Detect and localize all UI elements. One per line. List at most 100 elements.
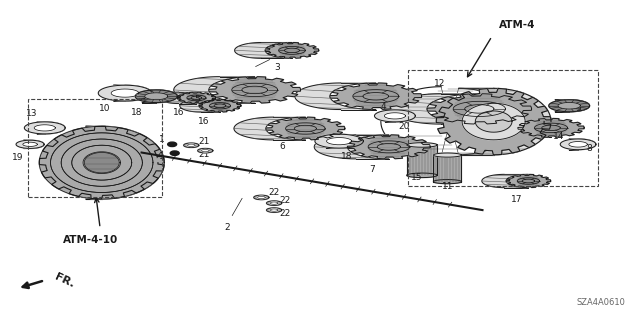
Text: 12: 12 (434, 79, 445, 88)
Polygon shape (374, 110, 415, 122)
Polygon shape (83, 152, 120, 174)
Text: FR.: FR. (54, 271, 76, 289)
Polygon shape (489, 118, 551, 137)
Polygon shape (86, 126, 164, 199)
Polygon shape (406, 173, 437, 178)
Text: 4: 4 (381, 102, 387, 111)
Text: 15: 15 (411, 173, 422, 182)
Text: 1: 1 (159, 152, 165, 161)
Polygon shape (235, 42, 292, 58)
Polygon shape (518, 118, 584, 137)
Text: 19: 19 (12, 153, 23, 162)
Polygon shape (326, 134, 364, 148)
Text: 21: 21 (198, 137, 210, 146)
Polygon shape (37, 122, 65, 134)
Text: 10: 10 (99, 104, 110, 113)
Polygon shape (406, 143, 437, 147)
Polygon shape (135, 90, 177, 103)
Polygon shape (266, 201, 282, 205)
Text: 18: 18 (131, 108, 142, 117)
Polygon shape (111, 89, 139, 97)
Polygon shape (24, 122, 65, 134)
Polygon shape (39, 126, 164, 199)
Text: 14: 14 (553, 132, 564, 141)
Polygon shape (174, 77, 255, 103)
Text: 22: 22 (269, 188, 280, 197)
Text: 22: 22 (279, 209, 291, 219)
Polygon shape (270, 209, 278, 211)
Polygon shape (184, 143, 199, 148)
Polygon shape (39, 126, 164, 199)
Polygon shape (433, 180, 461, 184)
Polygon shape (145, 93, 168, 100)
Polygon shape (180, 100, 220, 112)
Text: 7: 7 (369, 165, 375, 174)
Polygon shape (348, 135, 430, 159)
Polygon shape (315, 134, 364, 148)
Polygon shape (266, 117, 345, 140)
Polygon shape (34, 125, 55, 131)
Polygon shape (16, 140, 44, 148)
Polygon shape (326, 137, 352, 145)
Text: 18: 18 (341, 152, 353, 161)
Polygon shape (209, 77, 301, 103)
Polygon shape (385, 110, 415, 122)
Polygon shape (384, 113, 406, 119)
Polygon shape (159, 92, 196, 104)
Text: 3: 3 (274, 63, 280, 72)
Polygon shape (406, 145, 437, 175)
Circle shape (170, 151, 179, 155)
Text: 17: 17 (511, 195, 522, 204)
Polygon shape (72, 145, 132, 180)
Text: 6: 6 (279, 142, 285, 151)
Text: 16: 16 (198, 117, 210, 126)
Text: 11: 11 (442, 182, 453, 191)
Polygon shape (177, 92, 216, 103)
Polygon shape (198, 148, 213, 153)
Polygon shape (560, 139, 596, 150)
Bar (408, 70, 598, 186)
Polygon shape (257, 196, 265, 199)
Polygon shape (459, 88, 551, 155)
Polygon shape (506, 174, 550, 188)
Text: ATM-4-10: ATM-4-10 (63, 235, 118, 245)
Text: 5: 5 (195, 95, 200, 104)
Polygon shape (436, 88, 551, 155)
Bar (28, 100, 162, 197)
Text: 22: 22 (279, 196, 291, 205)
Circle shape (168, 142, 177, 146)
Polygon shape (476, 111, 512, 132)
Polygon shape (61, 139, 142, 186)
Polygon shape (199, 100, 241, 112)
Polygon shape (569, 142, 588, 147)
Text: 20: 20 (399, 122, 410, 131)
Polygon shape (234, 117, 305, 140)
Polygon shape (433, 155, 461, 182)
Polygon shape (270, 202, 278, 204)
Text: 1: 1 (159, 135, 165, 145)
Polygon shape (142, 90, 177, 103)
Polygon shape (99, 85, 152, 101)
Polygon shape (330, 83, 422, 109)
Polygon shape (295, 83, 376, 109)
Text: 21: 21 (198, 150, 210, 159)
Polygon shape (482, 174, 529, 188)
Text: 2: 2 (225, 223, 230, 232)
Text: ATM-4: ATM-4 (499, 20, 536, 30)
Polygon shape (113, 85, 152, 101)
Polygon shape (23, 142, 37, 146)
Polygon shape (433, 153, 461, 157)
Polygon shape (265, 42, 319, 58)
Polygon shape (188, 144, 195, 146)
Text: SZA4A0610: SZA4A0610 (577, 298, 626, 307)
Polygon shape (427, 94, 532, 124)
Polygon shape (555, 100, 589, 112)
Polygon shape (548, 100, 589, 112)
Polygon shape (462, 103, 525, 140)
Polygon shape (253, 195, 269, 200)
Polygon shape (24, 140, 44, 148)
Text: 9: 9 (575, 104, 581, 113)
Text: 16: 16 (173, 108, 184, 117)
Polygon shape (314, 135, 389, 159)
Text: 13: 13 (26, 109, 38, 118)
